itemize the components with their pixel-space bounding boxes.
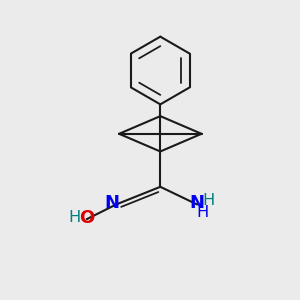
Text: N: N	[104, 194, 119, 212]
Text: H: H	[202, 194, 214, 208]
Text: H: H	[68, 210, 80, 225]
Text: H: H	[196, 205, 208, 220]
Text: O: O	[79, 209, 94, 227]
Text: N: N	[190, 194, 205, 212]
